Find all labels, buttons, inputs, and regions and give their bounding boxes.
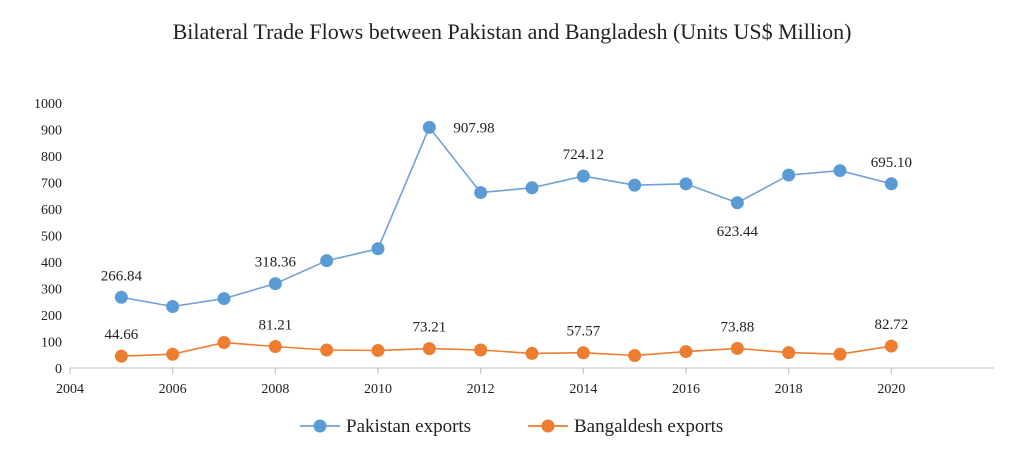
x-axis: 2004 2006 2008 2010 2012 2014 2016 2018 2020 (56, 368, 905, 397)
data-point (114, 349, 128, 363)
legend-marker (313, 419, 327, 433)
data-point (730, 196, 744, 210)
data-label: 73.21 (412, 320, 446, 336)
data-label: 73.88 (720, 319, 754, 335)
x-tick-label: 2018 (775, 382, 803, 397)
legend: Pakistan exports Bangaldesh exports (300, 416, 723, 437)
data-label: 318.36 (255, 255, 297, 271)
data-point (422, 120, 436, 134)
data-point (782, 346, 796, 360)
y-tick-label: 500 (41, 230, 62, 245)
data-point (371, 344, 385, 358)
legend-label: Pakistan exports (346, 416, 471, 437)
data-point (474, 186, 488, 200)
y-tick-label: 900 (41, 124, 62, 139)
x-tick-label: 2020 (877, 382, 905, 397)
data-point (576, 169, 590, 183)
series-points (114, 120, 898, 363)
data-point (628, 349, 642, 363)
x-tick-label: 2008 (261, 382, 289, 397)
data-point (474, 343, 488, 357)
data-point (166, 347, 180, 361)
data-label: 82.72 (874, 317, 908, 333)
data-point (371, 242, 385, 256)
data-label: 623.44 (717, 224, 759, 240)
data-label: 44.66 (104, 327, 138, 343)
data-point (268, 339, 282, 353)
data-point (217, 336, 231, 350)
y-axis: 0 100 200 300 400 500 600 700 800 900 1000 (34, 97, 62, 377)
x-tick-label: 2006 (159, 382, 187, 397)
y-tick-label: 0 (55, 362, 62, 377)
data-point (782, 168, 796, 182)
data-point (166, 300, 180, 314)
data-label: 81.21 (258, 317, 292, 333)
x-tick-label: 2010 (364, 382, 392, 397)
series-lines (121, 125, 892, 357)
y-tick-label: 400 (41, 256, 62, 271)
y-tick-label: 100 (41, 336, 62, 351)
x-tick-label: 2012 (467, 382, 495, 397)
y-tick-label: 300 (41, 283, 62, 298)
data-label: 724.12 (563, 147, 604, 163)
data-label: 57.57 (566, 324, 600, 340)
data-point (730, 341, 744, 355)
legend-marker (541, 419, 555, 433)
data-point (422, 342, 436, 356)
data-point (268, 277, 282, 291)
x-tick-label: 2016 (672, 382, 700, 397)
y-tick-label: 800 (41, 150, 62, 165)
x-tick-label: 2004 (56, 382, 84, 397)
data-point (833, 347, 847, 361)
data-point (525, 346, 539, 360)
data-point (525, 181, 539, 195)
legend-label: Bangaldesh exports (574, 416, 723, 437)
data-point (576, 346, 590, 360)
data-labels: 266.84 318.36 907.98 724.12 623.44 695.10 44.6… (101, 120, 912, 343)
data-label: 695.10 (871, 155, 912, 171)
data-label: 266.84 (101, 268, 143, 284)
chart-title: Bilateral Trade Flows between Pakistan a… (173, 19, 852, 44)
series-line-1 (121, 341, 892, 357)
data-point (679, 345, 693, 359)
y-tick-label: 200 (41, 309, 62, 324)
x-tick-label: 2014 (569, 382, 597, 397)
y-tick-label: 1000 (34, 97, 62, 112)
data-point (320, 343, 334, 357)
y-tick-label: 700 (41, 177, 62, 192)
data-label: 907.98 (453, 120, 494, 136)
data-point (217, 292, 231, 306)
data-point (114, 290, 128, 304)
data-point (320, 254, 334, 268)
data-point (833, 164, 847, 178)
data-point (884, 339, 898, 353)
data-point (679, 177, 693, 191)
data-point (884, 177, 898, 191)
series-line-0 (121, 125, 892, 308)
data-point (628, 178, 642, 192)
y-tick-label: 600 (41, 203, 62, 218)
